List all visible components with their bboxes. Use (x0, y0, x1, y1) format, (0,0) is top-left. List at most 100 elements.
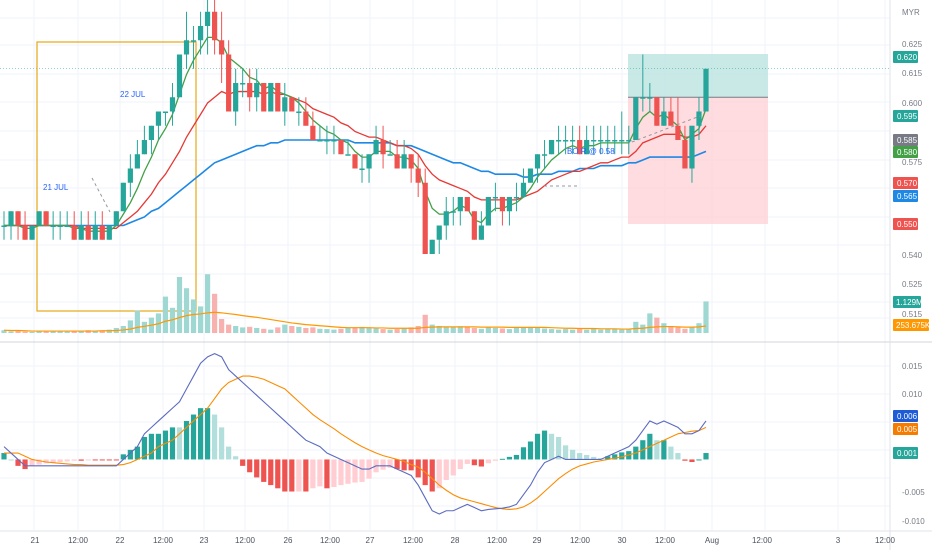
candle[interactable] (450, 211, 456, 213)
candle[interactable] (654, 97, 660, 126)
candle[interactable] (612, 140, 618, 142)
candle[interactable] (401, 154, 407, 169)
candle[interactable] (570, 140, 576, 142)
candle[interactable] (338, 140, 344, 155)
candle[interactable] (675, 125, 681, 140)
candle[interactable] (240, 83, 246, 85)
candle[interactable] (464, 197, 470, 212)
candle[interactable] (584, 140, 590, 155)
candle[interactable] (296, 111, 302, 114)
candle[interactable] (394, 154, 400, 169)
candle[interactable] (626, 140, 632, 142)
candle[interactable] (169, 97, 176, 112)
candle[interactable] (303, 111, 309, 126)
candle[interactable] (120, 182, 126, 212)
candle[interactable] (415, 168, 421, 183)
candle[interactable] (520, 182, 527, 197)
candle[interactable] (71, 225, 77, 240)
candle[interactable] (373, 140, 379, 155)
candle[interactable] (640, 97, 646, 99)
candle[interactable] (141, 140, 147, 155)
candle[interactable] (541, 154, 548, 156)
candle[interactable] (331, 140, 337, 142)
candle[interactable] (113, 211, 119, 226)
candle[interactable] (661, 111, 667, 126)
candle[interactable] (696, 111, 702, 126)
candle[interactable] (605, 140, 611, 142)
candle[interactable] (85, 225, 91, 240)
candle[interactable] (345, 154, 351, 156)
candle[interactable] (380, 140, 386, 155)
candle[interactable] (443, 211, 449, 226)
candle[interactable] (282, 97, 288, 112)
candle[interactable] (499, 197, 506, 212)
candle[interactable] (619, 140, 625, 142)
candle[interactable] (64, 225, 70, 228)
candle[interactable] (366, 154, 372, 169)
candle[interactable] (219, 40, 225, 55)
candle[interactable] (598, 140, 604, 142)
candle[interactable] (261, 83, 267, 112)
highlight-box[interactable] (36, 41, 197, 312)
candle[interactable] (548, 140, 555, 155)
candle[interactable] (591, 140, 597, 142)
candle[interactable] (633, 97, 639, 140)
candle[interactable] (1, 225, 7, 228)
candle[interactable] (408, 154, 414, 169)
candle[interactable] (471, 211, 477, 240)
candle[interactable] (534, 154, 541, 169)
candle[interactable] (155, 111, 162, 126)
candle[interactable] (647, 97, 653, 99)
candle[interactable] (57, 225, 63, 228)
candle[interactable] (527, 168, 534, 183)
target-zone[interactable] (628, 54, 768, 98)
candle[interactable] (555, 140, 562, 142)
candle[interactable] (485, 197, 491, 226)
candle[interactable] (682, 140, 688, 169)
candle[interactable] (106, 225, 112, 240)
candle[interactable] (289, 97, 295, 112)
candle[interactable] (204, 11, 211, 26)
candle[interactable] (162, 111, 169, 114)
candle[interactable] (254, 83, 260, 98)
candle[interactable] (317, 140, 323, 142)
candle[interactable] (436, 225, 442, 240)
candle[interactable] (310, 125, 316, 140)
candle[interactable] (457, 197, 463, 212)
candle[interactable] (359, 168, 365, 171)
candle[interactable] (127, 168, 133, 183)
candle[interactable] (268, 83, 274, 112)
candle[interactable] (275, 83, 281, 112)
candle[interactable] (36, 211, 42, 226)
candle[interactable] (233, 83, 239, 112)
candle[interactable] (703, 68, 709, 112)
candle[interactable] (226, 54, 232, 112)
candle[interactable] (43, 211, 49, 226)
candle[interactable] (577, 140, 583, 155)
candle[interactable] (668, 111, 674, 126)
candle[interactable] (429, 239, 435, 254)
candle[interactable] (513, 197, 520, 199)
candle[interactable] (506, 197, 513, 212)
candle[interactable] (190, 40, 197, 42)
candle[interactable] (197, 26, 204, 41)
candle[interactable] (352, 154, 358, 169)
candle[interactable] (492, 197, 498, 199)
candle[interactable] (99, 225, 105, 240)
candle[interactable] (183, 40, 190, 55)
candle[interactable] (689, 125, 695, 169)
candle[interactable] (134, 154, 140, 169)
candle[interactable] (478, 225, 484, 240)
candle[interactable] (29, 225, 35, 240)
candle[interactable] (422, 182, 428, 254)
candle[interactable] (563, 140, 569, 142)
candle[interactable] (78, 225, 84, 240)
candle[interactable] (22, 225, 28, 240)
candle[interactable] (212, 11, 218, 41)
candle[interactable] (324, 140, 330, 142)
candle[interactable] (15, 211, 21, 226)
candle[interactable] (247, 83, 253, 98)
candle[interactable] (176, 54, 183, 98)
